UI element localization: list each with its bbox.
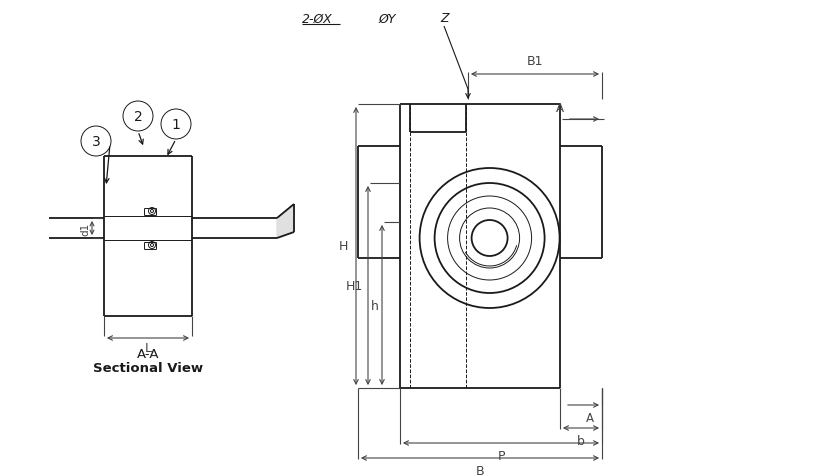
Text: A-A: A-A <box>136 348 159 361</box>
Text: H1: H1 <box>346 279 363 292</box>
Text: Sectional View: Sectional View <box>93 362 203 375</box>
Text: 2-ØX: 2-ØX <box>302 12 333 25</box>
Text: A: A <box>556 102 564 115</box>
Text: ØY: ØY <box>378 12 395 25</box>
Text: P: P <box>497 449 505 462</box>
Text: A: A <box>586 411 594 424</box>
Text: H: H <box>339 240 348 253</box>
Text: 3: 3 <box>91 135 100 149</box>
Text: b: b <box>577 434 585 447</box>
Text: Z: Z <box>440 12 449 25</box>
Polygon shape <box>277 205 294 238</box>
Text: B: B <box>476 464 484 476</box>
Text: L: L <box>145 342 151 355</box>
Text: d1: d1 <box>80 222 90 235</box>
Text: 2: 2 <box>134 110 142 124</box>
Text: 1: 1 <box>172 118 181 132</box>
Text: B1: B1 <box>527 55 543 68</box>
Text: h: h <box>371 299 379 312</box>
